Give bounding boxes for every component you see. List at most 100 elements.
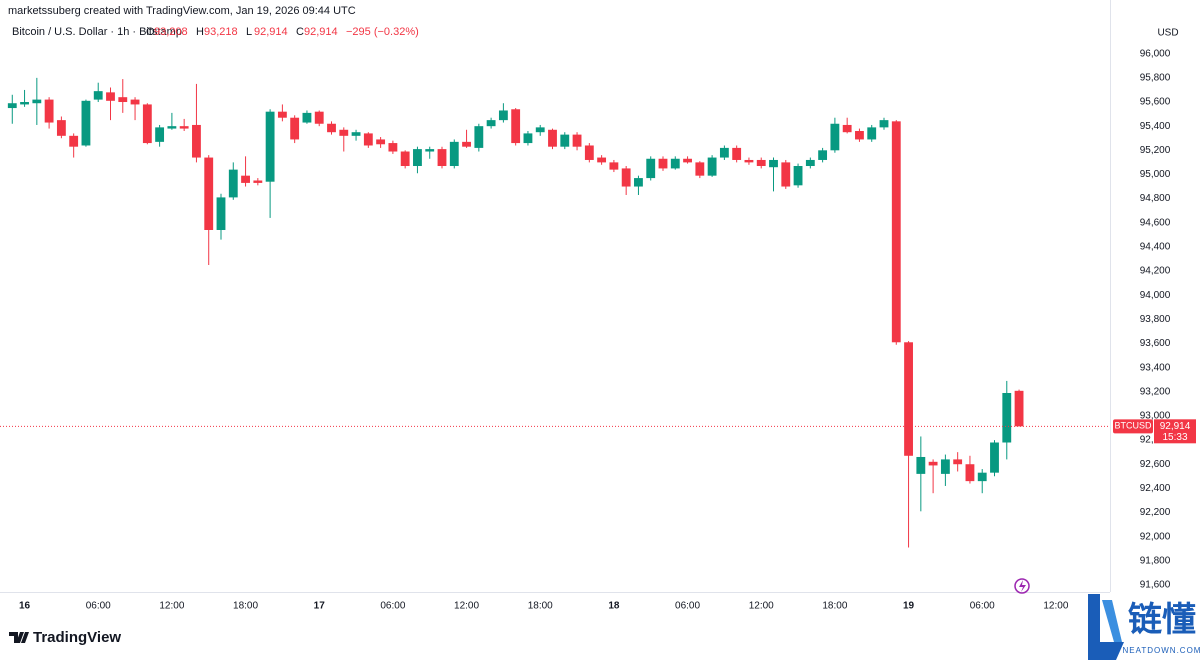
candle-body [1002, 392, 1012, 443]
y-tick-label: 94,000 [1140, 290, 1171, 301]
x-tick-label: 06:00 [380, 601, 405, 612]
candle [216, 193, 226, 240]
candle [253, 178, 263, 186]
y-tick-label: 93,600 [1140, 338, 1171, 349]
candle [449, 139, 459, 169]
candle-body [523, 133, 533, 144]
countdown: 15:33 [1162, 432, 1187, 443]
candle-body [204, 157, 214, 230]
replay-icon[interactable] [1014, 578, 1030, 594]
candle-body [744, 159, 754, 163]
candle-body [327, 123, 336, 133]
candle-body [437, 149, 447, 167]
last-price-label: 92,914 [1160, 421, 1191, 432]
last-price-tag-bg [1113, 419, 1153, 434]
candle-body [20, 102, 29, 105]
candle-body [928, 461, 938, 466]
candle-body [192, 124, 201, 158]
x-tick-label: 18:00 [528, 601, 553, 612]
candle-body [474, 126, 484, 148]
candle [805, 157, 815, 169]
candle-body [548, 129, 557, 147]
candle-body [241, 175, 250, 183]
candle [32, 77, 42, 125]
candle-body [449, 141, 459, 167]
candle [646, 156, 656, 181]
candle [167, 112, 177, 130]
candle-body [609, 162, 619, 170]
candle-body [167, 126, 177, 129]
candle-body [781, 162, 791, 187]
ohlc-value: 93,218 [204, 26, 238, 38]
candle [990, 440, 999, 477]
candle [327, 121, 336, 135]
candle-body [130, 99, 140, 105]
candle-body [584, 145, 594, 160]
tradingview-logo-icon [9, 632, 29, 643]
y-tick-label: 93,800 [1140, 314, 1171, 325]
candle [560, 132, 570, 150]
candle-body [646, 158, 656, 179]
candle-body [707, 157, 717, 176]
x-tick-label: 06:00 [970, 601, 995, 612]
candle-body [7, 103, 17, 109]
watermark: 链懂 [1128, 601, 1196, 639]
y-tick-label: 96,000 [1140, 48, 1171, 59]
candle [818, 147, 828, 163]
ohlc-value: 93,208 [154, 26, 188, 38]
candle [1002, 380, 1012, 460]
candle [498, 103, 508, 123]
candle [523, 130, 533, 146]
candle [891, 120, 901, 345]
candle-body [670, 158, 680, 169]
candle-body [486, 120, 496, 127]
candle [106, 87, 115, 121]
candle-body [376, 139, 386, 145]
candle [670, 156, 680, 170]
candle-body [805, 159, 815, 167]
y-tick-label: 91,600 [1140, 580, 1171, 591]
y-tick-label: 93,000 [1140, 411, 1171, 422]
ohlc-value: 92,914 [254, 26, 288, 38]
candle [20, 89, 29, 107]
candle [572, 132, 582, 151]
candle [351, 129, 361, 141]
logo: TradingView [33, 629, 121, 646]
candle [683, 156, 692, 164]
candle [953, 452, 963, 472]
candle [695, 161, 705, 179]
candle [93, 82, 103, 103]
x-tick-label: 19 [903, 601, 915, 612]
candle-body [228, 169, 238, 198]
candle-body [44, 99, 54, 123]
ohlc-header: O 93,208 H 93,218 L 92,914 C 92,914 −295 (−0.32%… [146, 26, 419, 38]
candle [192, 83, 201, 163]
candle-body [560, 134, 570, 147]
candle-body [683, 158, 692, 163]
candle-body [413, 149, 422, 167]
x-tick-label: 12:00 [749, 601, 774, 612]
candle-body [855, 130, 864, 140]
candle-body [93, 91, 103, 100]
candle [634, 175, 643, 195]
candle-body [977, 472, 987, 482]
candle [7, 94, 17, 124]
x-tick-label: 18 [608, 601, 620, 612]
candle-body [498, 110, 508, 121]
y-tick-label: 94,200 [1140, 266, 1171, 277]
candle [462, 129, 471, 148]
candle [44, 97, 54, 129]
candle [719, 145, 729, 160]
candle [511, 108, 521, 146]
candle-body [990, 442, 999, 473]
y-tick-label: 94,600 [1140, 217, 1171, 228]
y-tick-label: 92,400 [1140, 483, 1171, 494]
y-tick-label: 95,400 [1140, 121, 1171, 132]
x-tick-label: 12:00 [159, 601, 184, 612]
candle [179, 118, 189, 131]
candle [400, 150, 410, 169]
candle [130, 97, 140, 121]
candle-body [142, 104, 152, 144]
